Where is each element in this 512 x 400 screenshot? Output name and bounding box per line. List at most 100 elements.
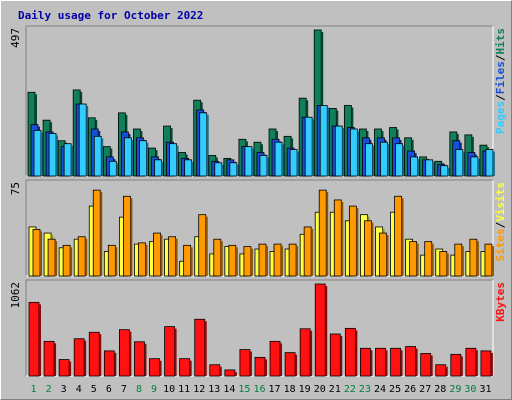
bar-pages-day-26 xyxy=(410,156,420,177)
bar-pages-day-19 xyxy=(304,116,315,177)
bar-sites-day-26 xyxy=(409,241,419,277)
bar-sites-day-20 xyxy=(318,189,329,277)
bar-sites-day-30 xyxy=(469,238,479,277)
y-max-label: 75 xyxy=(9,182,22,195)
bar-sites-day-5 xyxy=(92,189,103,277)
x-tick-label: 15 xyxy=(238,384,250,395)
x-tick-label: 31 xyxy=(479,384,491,395)
x-tick-label: 30 xyxy=(464,384,476,395)
bar-kbytes-day-17 xyxy=(269,340,283,377)
bar-sites-day-21 xyxy=(333,199,344,277)
x-tick-label: 17 xyxy=(269,384,281,395)
y-max-label: 1062 xyxy=(9,282,22,309)
bar-pages-day-30 xyxy=(470,156,480,177)
x-tick-label: 2 xyxy=(46,384,52,395)
bar-kbytes-day-27 xyxy=(420,353,433,377)
y-max-label: 497 xyxy=(9,28,22,48)
bar-kbytes-day-29 xyxy=(450,353,463,377)
legend-entry: / xyxy=(494,54,507,61)
bar-kbytes-day-25 xyxy=(390,347,403,377)
bar-sites-day-9 xyxy=(153,232,163,277)
bar-kbytes-day-5 xyxy=(88,331,102,377)
x-tick-label: 25 xyxy=(389,384,401,395)
bar-pages-day-21 xyxy=(334,125,345,177)
bar-pages-day-22 xyxy=(349,128,360,177)
x-tick-label: 3 xyxy=(61,384,67,395)
x-tick-label: 27 xyxy=(419,384,431,395)
x-tick-label: 26 xyxy=(404,384,416,395)
x-tick-label: 4 xyxy=(76,384,82,395)
x-tick-label: 19 xyxy=(299,384,311,395)
legend-entry: / xyxy=(494,221,507,228)
bar-pages-day-3 xyxy=(63,143,74,177)
bar-pages-day-7 xyxy=(123,137,134,177)
bar-kbytes-day-26 xyxy=(405,346,418,377)
bar-sites-day-24 xyxy=(379,232,389,277)
bar-pages-day-13 xyxy=(214,162,224,177)
bar-kbytes-day-21 xyxy=(329,333,343,377)
bar-sites-day-14 xyxy=(228,244,238,277)
bar-sites-day-2 xyxy=(47,238,58,277)
x-tick-label: 18 xyxy=(284,384,296,395)
bar-kbytes-day-6 xyxy=(103,350,117,377)
chart-title: Daily usage for October 2022 xyxy=(18,9,203,22)
bar-pages-day-5 xyxy=(93,135,104,177)
bar-pages-day-27 xyxy=(425,159,435,177)
bar-kbytes-day-8 xyxy=(134,341,147,377)
bar-sites-day-18 xyxy=(288,243,299,277)
bar-sites-day-12 xyxy=(198,214,208,277)
bar-pages-day-23 xyxy=(365,143,375,177)
bar-pages-day-29 xyxy=(455,149,465,177)
bar-kbytes-day-3 xyxy=(58,359,72,377)
legend-entry: Sites xyxy=(494,228,507,261)
bar-kbytes-day-13 xyxy=(209,364,222,377)
bar-kbytes-day-9 xyxy=(149,358,162,377)
bar-kbytes-day-23 xyxy=(360,347,373,377)
bar-kbytes-day-14 xyxy=(224,369,237,377)
bar-pages-day-14 xyxy=(229,162,239,177)
bar-kbytes-day-10 xyxy=(164,326,177,377)
bar-sites-day-3 xyxy=(62,244,73,277)
bar-sites-day-16 xyxy=(258,243,268,277)
legend-entry: Hits xyxy=(494,28,507,55)
bar-sites-day-4 xyxy=(77,236,88,277)
x-tick-label: 28 xyxy=(434,384,446,395)
bar-kbytes-day-16 xyxy=(254,356,267,377)
bar-kbytes-day-24 xyxy=(375,347,388,377)
legend-entry: KBytes xyxy=(494,282,507,322)
x-tick-label: 23 xyxy=(359,384,371,395)
x-tick-label: 8 xyxy=(136,384,142,395)
bar-kbytes-day-11 xyxy=(179,358,192,377)
bar-sites-day-27 xyxy=(424,241,434,277)
x-tick-label: 11 xyxy=(178,384,190,395)
bar-pages-day-17 xyxy=(274,141,285,177)
legend-entry: Pages xyxy=(494,101,507,134)
bar-kbytes-day-18 xyxy=(284,352,298,377)
x-tick-label: 14 xyxy=(223,384,235,395)
bar-pages-day-20 xyxy=(319,105,330,177)
bar-pages-day-18 xyxy=(289,149,300,177)
legend: Sites/Visits xyxy=(494,182,507,262)
x-tick-label: 16 xyxy=(253,384,265,395)
panel-visits-sites: 75 Sites/Visits xyxy=(9,179,507,277)
bar-pages-day-28 xyxy=(440,165,450,177)
bar-sites-day-31 xyxy=(484,243,494,277)
bar-pages-day-1 xyxy=(33,130,43,177)
bar-sites-day-10 xyxy=(168,236,178,277)
bar-kbytes-day-15 xyxy=(239,349,252,377)
bar-pages-day-8 xyxy=(139,140,149,177)
bar-kbytes-day-4 xyxy=(73,338,87,377)
bar-pages-day-2 xyxy=(48,133,59,177)
panel-kbytes: 1062 KBytes xyxy=(9,279,507,377)
bar-sites-day-23 xyxy=(364,220,374,277)
bar-sites-day-15 xyxy=(243,246,253,277)
x-tick-label: 24 xyxy=(374,384,386,395)
bar-kbytes-day-28 xyxy=(435,364,448,377)
bar-sites-day-29 xyxy=(454,243,464,277)
bar-kbytes-day-12 xyxy=(194,318,207,377)
x-tick-label: 7 xyxy=(121,384,127,395)
bar-kbytes-day-22 xyxy=(344,327,358,377)
x-tick-label: 9 xyxy=(151,384,157,395)
